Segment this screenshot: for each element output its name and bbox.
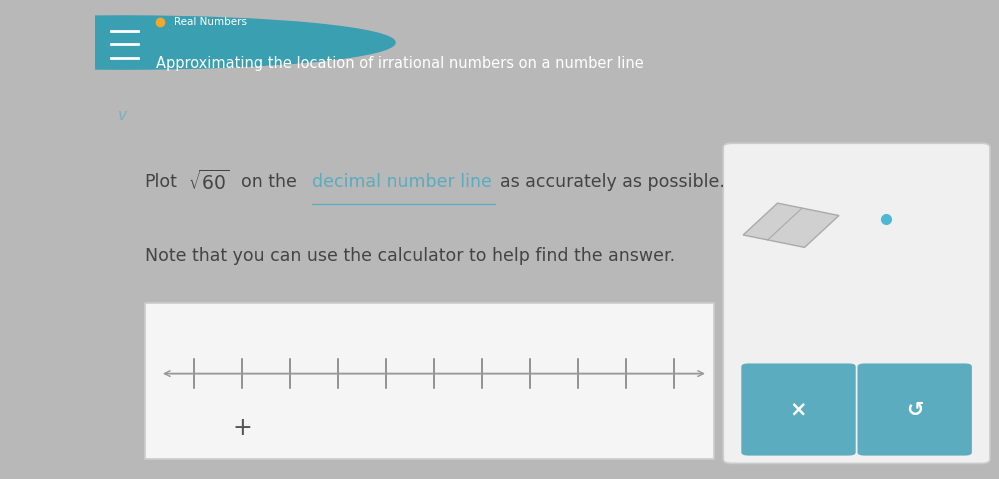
- FancyBboxPatch shape: [723, 143, 990, 463]
- Text: ×: ×: [790, 399, 807, 420]
- Text: Plot: Plot: [145, 173, 178, 191]
- Text: as accurately as possible.: as accurately as possible.: [500, 173, 725, 191]
- Text: on the: on the: [242, 173, 298, 191]
- Text: $\sqrt{60}$: $\sqrt{60}$: [188, 170, 230, 194]
- Text: ↺: ↺: [906, 399, 923, 420]
- Text: decimal number line: decimal number line: [312, 173, 492, 191]
- Text: Approximating the location of irrational numbers on a number line: Approximating the location of irrational…: [157, 57, 644, 71]
- FancyBboxPatch shape: [741, 364, 856, 456]
- Polygon shape: [743, 203, 839, 247]
- Text: +: +: [233, 416, 252, 440]
- Text: Note that you can use the calculator to help find the answer.: Note that you can use the calculator to …: [145, 248, 674, 265]
- Circle shape: [0, 16, 395, 69]
- Bar: [145, 303, 714, 459]
- FancyBboxPatch shape: [857, 364, 972, 456]
- Text: Real Numbers: Real Numbers: [175, 17, 248, 27]
- Text: v: v: [118, 108, 127, 124]
